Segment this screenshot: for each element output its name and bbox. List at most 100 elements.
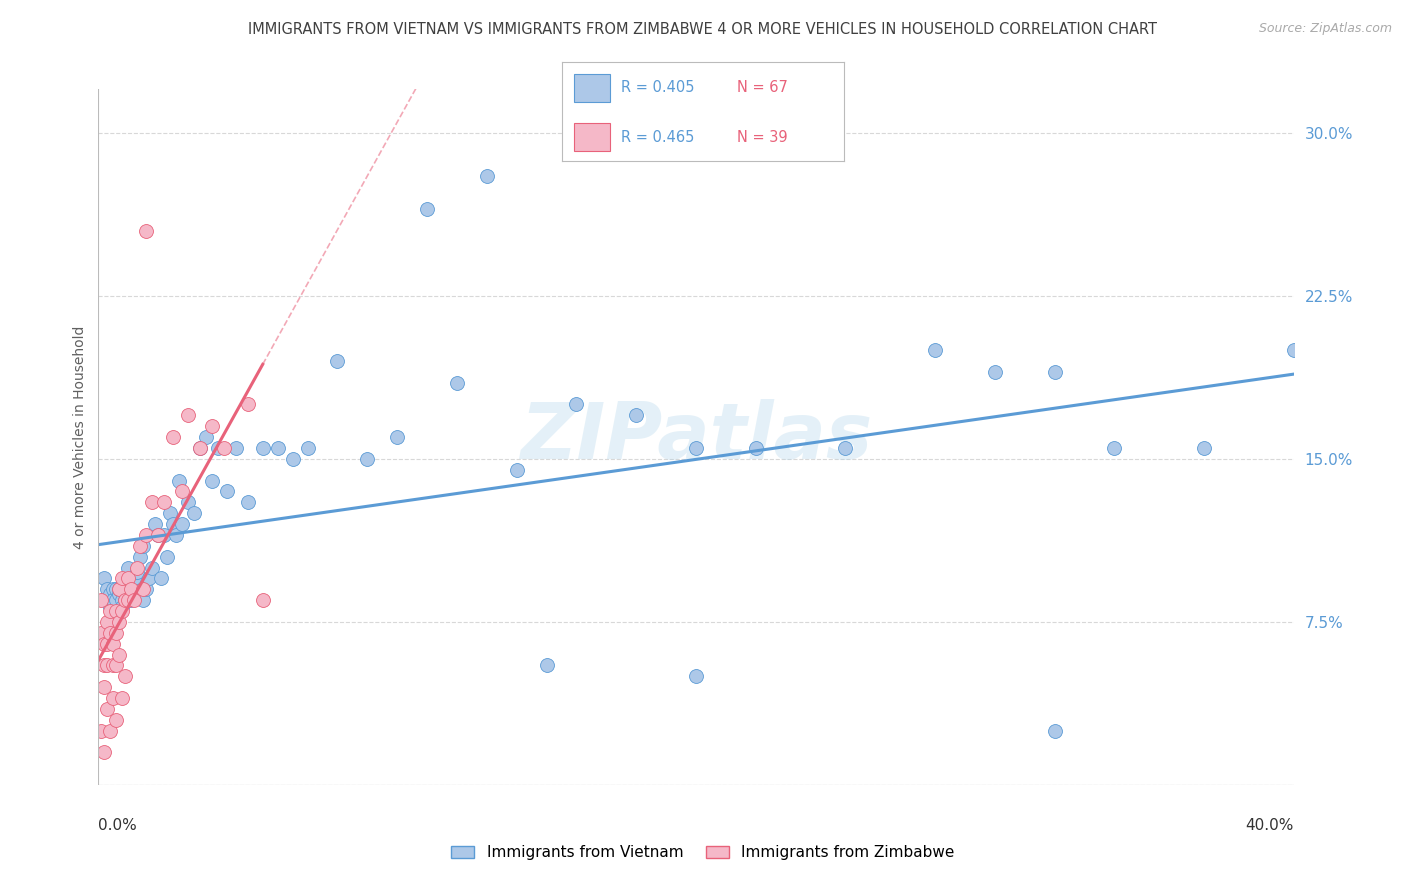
Immigrants from Zimbabwe	[201, 419, 224, 434]
Immigrants from Vietnam	[93, 571, 115, 585]
Immigrants from Zimbabwe	[108, 648, 131, 662]
Immigrants from Vietnam	[172, 516, 194, 531]
Immigrants from Zimbabwe	[117, 571, 139, 585]
Immigrants from Vietnam	[103, 582, 125, 597]
Immigrants from Vietnam	[745, 441, 768, 455]
Immigrants from Vietnam	[194, 430, 218, 444]
Immigrants from Zimbabwe	[103, 658, 125, 673]
Immigrants from Zimbabwe	[103, 637, 125, 651]
Immigrants from Vietnam	[148, 528, 170, 542]
Immigrants from Zimbabwe	[98, 723, 122, 738]
Immigrants from Vietnam	[162, 516, 184, 531]
Immigrants from Vietnam	[297, 441, 319, 455]
Immigrants from Zimbabwe	[141, 495, 163, 509]
Immigrants from Zimbabwe	[105, 604, 128, 618]
Immigrants from Zimbabwe	[124, 593, 146, 607]
Immigrants from Vietnam	[117, 560, 139, 574]
Immigrants from Zimbabwe	[114, 669, 136, 683]
Immigrants from Vietnam	[120, 578, 142, 592]
Legend: Immigrants from Vietnam, Immigrants from Zimbabwe: Immigrants from Vietnam, Immigrants from…	[446, 839, 960, 866]
Immigrants from Vietnam	[127, 565, 149, 579]
Immigrants from Vietnam	[156, 549, 179, 564]
Immigrants from Zimbabwe	[90, 723, 112, 738]
Immigrants from Vietnam	[114, 593, 136, 607]
Bar	[574, 123, 610, 151]
Immigrants from Zimbabwe	[96, 637, 118, 651]
Immigrants from Zimbabwe	[103, 690, 125, 705]
Immigrants from Vietnam	[188, 441, 211, 455]
Immigrants from Vietnam	[108, 587, 131, 601]
Immigrants from Zimbabwe	[111, 690, 134, 705]
Immigrants from Zimbabwe	[188, 441, 211, 455]
Immigrants from Vietnam	[207, 441, 229, 455]
Immigrants from Vietnam	[98, 599, 122, 614]
Immigrants from Zimbabwe	[105, 625, 128, 640]
Text: R = 0.405: R = 0.405	[621, 80, 695, 95]
Immigrants from Vietnam	[924, 343, 946, 357]
Immigrants from Zimbabwe	[108, 582, 131, 597]
Immigrants from Vietnam	[132, 539, 155, 553]
Immigrants from Vietnam	[120, 593, 142, 607]
Immigrants from Zimbabwe	[127, 560, 149, 574]
Immigrants from Vietnam	[281, 451, 304, 466]
Immigrants from Vietnam	[326, 354, 349, 368]
Immigrants from Vietnam	[124, 587, 146, 601]
Immigrants from Vietnam	[105, 582, 128, 597]
Immigrants from Vietnam	[108, 582, 131, 597]
Immigrants from Zimbabwe	[96, 702, 118, 716]
Immigrants from Vietnam	[356, 451, 378, 466]
Immigrants from Vietnam	[416, 202, 439, 216]
Immigrants from Vietnam	[98, 587, 122, 601]
Immigrants from Vietnam	[132, 593, 155, 607]
Immigrants from Vietnam	[536, 658, 558, 673]
Text: 0.0%: 0.0%	[98, 818, 138, 832]
Immigrants from Vietnam	[129, 549, 152, 564]
Immigrants from Zimbabwe	[117, 593, 139, 607]
Immigrants from Vietnam	[165, 528, 187, 542]
Immigrants from Vietnam	[143, 516, 166, 531]
Immigrants from Zimbabwe	[132, 582, 155, 597]
Immigrants from Zimbabwe	[108, 615, 131, 629]
Immigrants from Zimbabwe	[96, 615, 118, 629]
Text: N = 67: N = 67	[737, 80, 787, 95]
Immigrants from Vietnam	[141, 560, 163, 574]
Text: ZIPatlas: ZIPatlas	[520, 399, 872, 475]
Text: N = 39: N = 39	[737, 129, 787, 145]
Immigrants from Vietnam	[446, 376, 468, 390]
Immigrants from Vietnam	[252, 441, 274, 455]
Immigrants from Vietnam	[1282, 343, 1305, 357]
Immigrants from Zimbabwe	[105, 713, 128, 727]
Immigrants from Vietnam	[475, 169, 498, 183]
Immigrants from Vietnam	[267, 441, 290, 455]
Immigrants from Zimbabwe	[236, 397, 259, 411]
Immigrants from Zimbabwe	[98, 625, 122, 640]
Immigrants from Vietnam	[1104, 441, 1126, 455]
Text: R = 0.465: R = 0.465	[621, 129, 695, 145]
Immigrants from Zimbabwe	[252, 593, 274, 607]
Immigrants from Vietnam	[1043, 365, 1066, 379]
Immigrants from Zimbabwe	[162, 430, 184, 444]
Immigrants from Zimbabwe	[212, 441, 235, 455]
Immigrants from Vietnam	[117, 587, 139, 601]
Immigrants from Zimbabwe	[105, 658, 128, 673]
Immigrants from Vietnam	[153, 528, 176, 542]
Immigrants from Vietnam	[135, 582, 157, 597]
Immigrants from Zimbabwe	[177, 409, 200, 423]
Immigrants from Zimbabwe	[93, 745, 115, 759]
Immigrants from Vietnam	[565, 397, 588, 411]
Immigrants from Vietnam	[1192, 441, 1215, 455]
Immigrants from Zimbabwe	[135, 528, 157, 542]
Immigrants from Vietnam	[983, 365, 1005, 379]
Immigrants from Vietnam	[624, 409, 647, 423]
Immigrants from Vietnam	[215, 484, 238, 499]
Y-axis label: 4 or more Vehicles in Household: 4 or more Vehicles in Household	[73, 326, 87, 549]
Immigrants from Vietnam	[201, 474, 224, 488]
Immigrants from Zimbabwe	[129, 539, 152, 553]
Immigrants from Vietnam	[111, 599, 134, 614]
Immigrants from Zimbabwe	[98, 604, 122, 618]
Immigrants from Vietnam	[1043, 723, 1066, 738]
Immigrants from Zimbabwe	[111, 571, 134, 585]
Immigrants from Vietnam	[225, 441, 247, 455]
Immigrants from Vietnam	[236, 495, 259, 509]
Immigrants from Zimbabwe	[93, 637, 115, 651]
